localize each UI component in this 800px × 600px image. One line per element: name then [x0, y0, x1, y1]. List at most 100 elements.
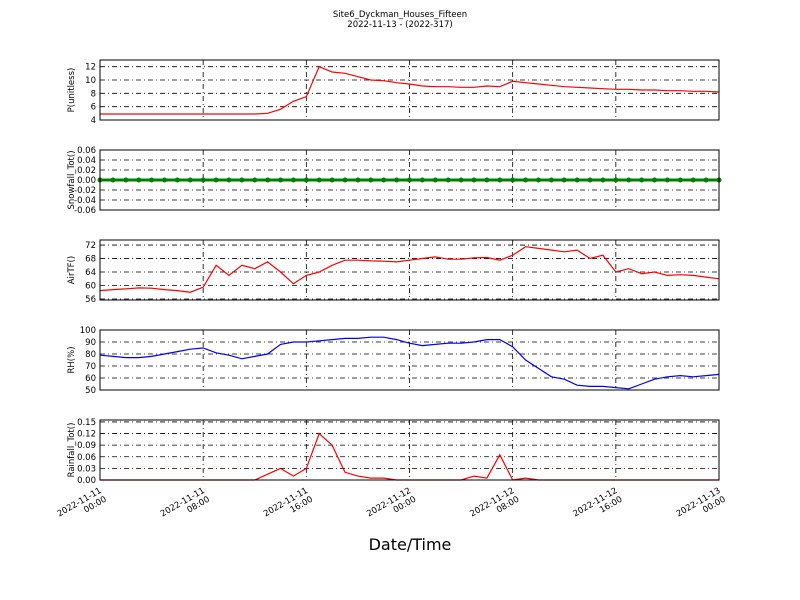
data-point: [471, 177, 477, 183]
y-tick-label: 0.06: [77, 453, 96, 463]
data-point: [394, 177, 400, 183]
data-point: [523, 177, 529, 183]
y-tick-label: 4: [91, 116, 96, 126]
y-tick-label: 0.03: [77, 464, 96, 474]
data-point: [510, 177, 516, 183]
data-point: [639, 177, 645, 183]
x-tick-label: 2022-11-1116:00: [262, 486, 315, 528]
data-point: [342, 177, 348, 183]
y-tick-label: 0.00: [77, 476, 96, 486]
data-point: [613, 177, 619, 183]
data-line: [99, 246, 720, 293]
y-tick-label: 10: [85, 76, 96, 86]
data-point: [561, 177, 567, 183]
data-point: [690, 177, 696, 183]
y-axis-label: AirTF(): [67, 256, 77, 284]
data-point: [213, 177, 219, 183]
data-point: [329, 177, 335, 183]
y-tick-label: 0.09: [77, 441, 96, 451]
data-point: [548, 177, 554, 183]
data-point: [239, 177, 245, 183]
y-tick-label: 0.02: [77, 166, 96, 176]
y-tick-label: 100: [80, 326, 96, 336]
data-point: [407, 177, 412, 183]
y-tick-label: -0.06: [74, 206, 96, 216]
data-point: [110, 177, 116, 183]
data-point: [174, 177, 180, 183]
data-point: [574, 177, 580, 183]
data-point: [265, 177, 271, 183]
data-point: [600, 177, 606, 183]
data-line: [100, 65, 720, 115]
y-tick-label: 90: [85, 338, 96, 348]
x-tick-label: 2022-11-1208:00: [468, 486, 521, 528]
data-point: [200, 177, 206, 183]
axes-frame: [99, 59, 720, 121]
y-tick-label: -0.02: [74, 186, 96, 196]
data-point: [161, 177, 167, 183]
data-point: [432, 177, 438, 183]
data-point: [136, 177, 142, 183]
y-tick-label: 0.06: [77, 146, 96, 156]
data-point: [290, 177, 296, 183]
data-line: [99, 336, 720, 390]
y-tick-label: 70: [85, 362, 96, 372]
y-tick-label: 68: [85, 255, 96, 265]
y-axis-label: Snowfall_Tot(): [67, 150, 77, 209]
y-tick-label: 72: [85, 241, 96, 251]
data-point: [535, 177, 541, 183]
data-point: [484, 177, 490, 183]
data-point: [626, 177, 632, 183]
data-point: [149, 177, 155, 183]
data-point: [664, 177, 670, 183]
y-axis-label: RH(%): [67, 346, 77, 373]
y-axis-label: P(unitless): [67, 68, 77, 113]
data-point: [419, 177, 425, 183]
data-point: [123, 177, 129, 183]
data-point: [303, 177, 309, 183]
x-tick-label: 2022-11-1200:00: [365, 486, 418, 528]
y-tick-label: 0.04: [77, 156, 96, 166]
x-tick-label: 2022-11-1216:00: [572, 486, 625, 528]
y-tick-label: 0.12: [77, 430, 96, 440]
data-point: [316, 177, 322, 183]
data-point: [458, 177, 464, 183]
axes-frame: [99, 419, 720, 481]
y-tick-label: 12: [85, 63, 96, 73]
data-point: [445, 177, 451, 183]
data-point: [226, 177, 232, 183]
data-point: [368, 177, 374, 183]
data-point: [497, 177, 503, 183]
data-point: [355, 177, 361, 183]
x-tick-label: 2022-11-1300:00: [675, 486, 728, 528]
data-point: [587, 177, 593, 183]
chart-title: Site6_Dyckman_Houses_Fifteen: [333, 10, 467, 20]
y-tick-label: 0.15: [77, 418, 96, 428]
x-tick-label: 2022-11-1100:00: [56, 486, 109, 528]
data-point: [677, 177, 683, 183]
data-point: [187, 177, 193, 183]
y-tick-label: 50: [85, 386, 96, 396]
y-tick-label: -0.04: [74, 196, 96, 206]
y-axis-label: Rainfall_Tot(): [67, 423, 77, 478]
axes-frame: [99, 149, 720, 211]
y-tick-label: 8: [91, 89, 96, 99]
data-point: [652, 177, 658, 183]
data-point: [252, 177, 258, 183]
chart-subtitle: 2022-11-13 - (2022-317): [347, 20, 452, 30]
y-tick-label: 60: [85, 282, 96, 292]
x-tick-label: 2022-11-1108:00: [159, 486, 212, 528]
y-tick-label: 60: [85, 374, 96, 384]
y-tick-label: 80: [85, 350, 96, 360]
x-axis-label: Date/Time: [369, 535, 452, 554]
axes-frame: [99, 239, 720, 301]
y-tick-label: 0.00: [77, 176, 96, 186]
y-tick-label: 6: [91, 103, 96, 113]
y-tick-label: 56: [85, 295, 96, 305]
data-point: [278, 177, 284, 183]
axes-frame: [99, 329, 720, 391]
data-point: [381, 177, 387, 183]
data-point: [703, 177, 709, 183]
y-tick-label: 64: [85, 268, 96, 278]
